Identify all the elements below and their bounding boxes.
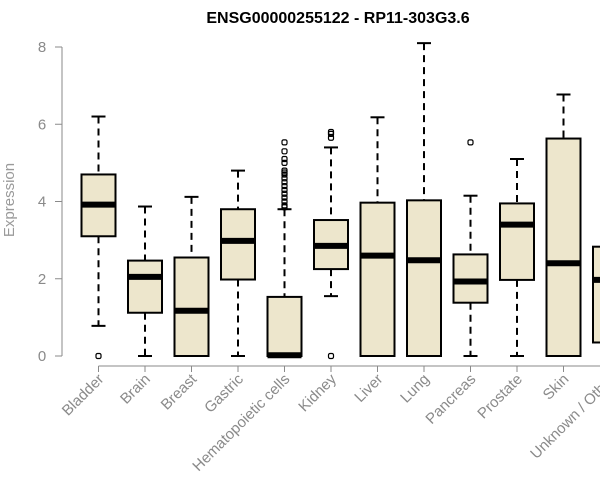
outlier-4-15	[281, 139, 288, 146]
outlier-4-13	[281, 155, 288, 163]
outlier-4-14	[281, 148, 288, 155]
box-8	[452, 139, 489, 357]
box-rect-2	[173, 256, 210, 358]
box-2	[173, 195, 210, 358]
x-tick-label-0: Bladder	[59, 371, 108, 420]
y-tick-label-0: 0	[38, 348, 46, 365]
box-11	[592, 245, 600, 344]
outlier-5-1	[327, 134, 335, 141]
box-10	[545, 93, 582, 357]
box-rect-4	[266, 295, 303, 357]
box-rect-1	[127, 259, 163, 314]
box-rect-10	[545, 137, 582, 357]
y-tick-label-4: 8	[38, 39, 46, 56]
box-3	[220, 169, 256, 357]
x-tick-label-7: Lung	[397, 371, 433, 407]
outlier-4-2	[281, 198, 288, 205]
outlier-8-0	[467, 139, 474, 146]
box-rect-7	[406, 199, 442, 357]
box-0	[80, 115, 117, 360]
box-4	[266, 139, 303, 359]
outlier-4-1	[281, 202, 288, 209]
outlier-4-6	[281, 182, 288, 190]
y-axis-label: Expression	[1, 163, 18, 237]
outlier-5-3	[327, 128, 335, 136]
chart-title: ENSG00000255122 - RP11-303G3.6	[206, 10, 469, 27]
box-rect-3	[220, 208, 256, 281]
x-tick-label-3: Gastric	[201, 370, 247, 416]
outlier-4-8	[281, 175, 288, 182]
x-tick-label-6: Liver	[351, 371, 386, 406]
y-tick-label-1: 2	[38, 271, 46, 288]
boxes-group	[80, 42, 600, 360]
box-rect-6	[359, 201, 396, 357]
box-rect-9	[499, 202, 535, 281]
outlier-4-11	[281, 167, 288, 174]
y-tick-label-3: 6	[38, 116, 46, 133]
x-tick-label-1: Brain	[117, 371, 154, 408]
outlier-5-0	[327, 352, 335, 360]
outlier-0-0	[95, 352, 102, 360]
x-tick-label-10: Skin	[540, 371, 573, 404]
outlier-4-12	[281, 159, 288, 166]
y-axis: 0 2 4 6 8	[38, 39, 63, 365]
x-tick-label-5: Kidney	[295, 370, 340, 415]
box-6	[359, 116, 396, 357]
x-tick-label-9: Prostate	[474, 371, 526, 423]
outlier-4-3	[281, 194, 288, 201]
box-rect-11	[592, 245, 600, 344]
box-7	[406, 42, 442, 357]
outlier-4-5	[281, 186, 288, 194]
box-1	[127, 205, 163, 357]
x-tick-label-8: Pancreas	[422, 371, 479, 428]
outlier-4-4	[281, 190, 288, 197]
box-5	[313, 128, 349, 360]
x-tick-label-2: Breast	[158, 370, 201, 413]
outlier-4-7	[281, 179, 288, 186]
y-tick-label-2: 4	[38, 194, 46, 211]
box-9	[499, 158, 535, 357]
